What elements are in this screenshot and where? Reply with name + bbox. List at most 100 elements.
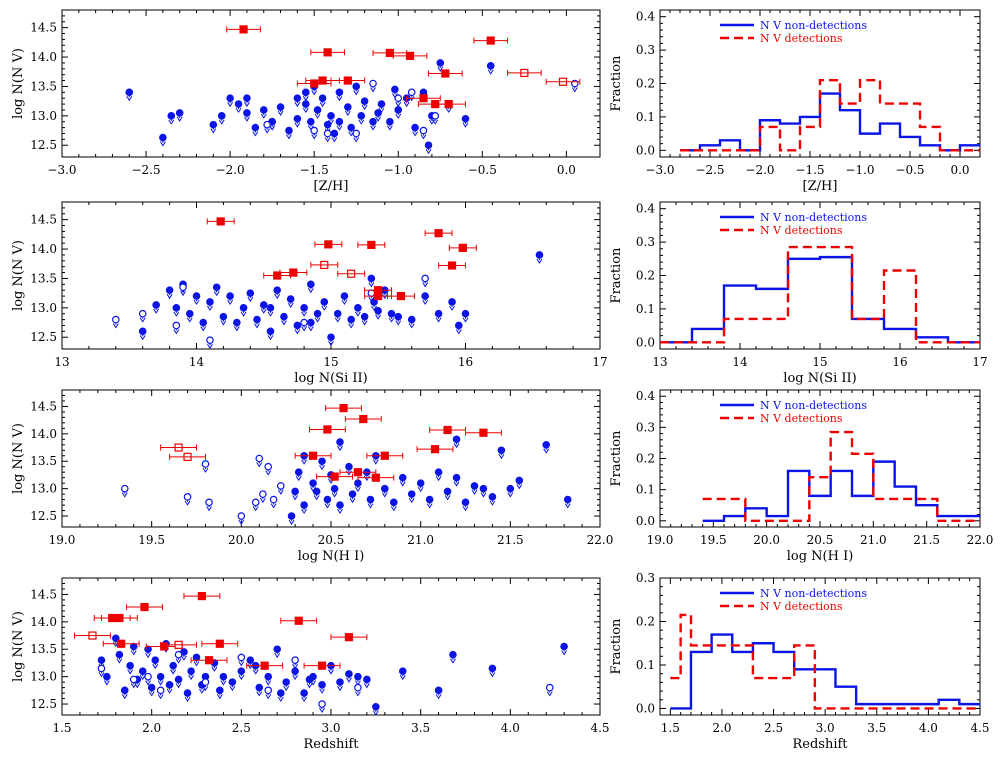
upper-limit-marker-open-arrow-head: [354, 691, 361, 697]
upper-limit-marker-open: [263, 120, 271, 129]
upper-limit-marker-open-arrow-head: [277, 489, 284, 495]
upper-limit-marker-arrow-head: [166, 688, 173, 694]
upper-limit-marker-arrow-head: [337, 685, 343, 692]
x-tick-label: 1.5: [661, 721, 680, 735]
upper-limit-marker-open: [394, 94, 403, 103]
x-tick-label: 15: [323, 355, 338, 369]
upper-limit-marker-arrow-head: [390, 506, 397, 512]
upper-limit-marker: [336, 438, 344, 446]
upper-limit-marker: [226, 94, 234, 103]
upper-limit-marker-arrow-head: [184, 696, 191, 703]
detection-marker: [324, 240, 333, 249]
upper-limit-marker-arrow-head: [244, 116, 250, 122]
upper-limit-marker-arrow-head: [288, 519, 295, 525]
upper-limit-marker-arrow-head: [176, 116, 183, 122]
upper-limit-marker: [335, 88, 344, 97]
y-tick-label: 0.0: [636, 335, 655, 349]
upper-limit-marker: [398, 667, 407, 675]
upper-limit-marker: [125, 88, 134, 97]
upper-limit-marker: [219, 312, 228, 321]
x-tick-label: 17: [972, 355, 987, 369]
upper-limit-marker-arrow-head: [211, 666, 218, 672]
upper-limit-marker: [276, 103, 285, 111]
upper-limit-marker-open: [264, 462, 273, 471]
upper-limit-marker-arrow-head: [265, 680, 272, 686]
upper-limit-marker-arrow-head: [399, 481, 406, 487]
legend-nondetection-label: N V non-detections: [760, 19, 867, 32]
upper-limit-marker-open-arrow-head: [256, 462, 263, 468]
upper-limit-marker: [300, 689, 308, 697]
upper-limit-marker-arrow-head: [127, 669, 134, 675]
upper-limit-marker-open: [237, 512, 246, 520]
upper-limit-marker-arrow-head: [295, 475, 302, 482]
upper-limit-marker: [293, 94, 302, 103]
upper-limit-marker-arrow-head: [462, 317, 469, 323]
upper-limit-marker-open: [310, 126, 318, 135]
detection-marker: [216, 217, 225, 226]
upper-limit-marker-arrow-head: [227, 101, 234, 108]
x-tick-label: 21.0: [860, 533, 887, 547]
upper-limit-marker: [535, 251, 544, 259]
x-tick-label: 19.5: [700, 533, 727, 547]
upper-limit-marker-open-arrow-head: [420, 134, 427, 140]
upper-limit-marker: [354, 304, 362, 312]
upper-limit-marker: [174, 675, 183, 684]
upper-limit-marker-arrow-head: [256, 691, 263, 697]
upper-limit-marker: [276, 689, 285, 697]
detection-marker: [260, 661, 269, 670]
upper-limit-marker-arrow-head: [354, 486, 361, 493]
x-tick-label: 20.0: [228, 533, 255, 547]
upper-limit-marker: [151, 656, 160, 665]
upper-limit-marker-arrow-head: [277, 110, 284, 116]
upper-limit-marker-open-arrow-head: [311, 134, 318, 140]
x-tick-label: 22.0: [587, 533, 614, 547]
upper-limit-marker: [411, 123, 419, 132]
upper-limit-marker-arrow-head: [173, 311, 180, 317]
upper-limit-marker: [226, 292, 234, 300]
upper-limit-marker: [461, 114, 470, 123]
x-tick-label: 16: [458, 355, 473, 369]
upper-limit-marker-open-arrow-head: [324, 137, 331, 143]
detection-marker: [444, 99, 453, 109]
upper-limit-marker-open: [269, 495, 278, 504]
detection-marker: [385, 48, 394, 58]
upper-limit-marker: [282, 678, 290, 686]
upper-limit-marker-arrow-head: [422, 299, 429, 306]
x-tick-label: 4.5: [970, 721, 989, 735]
upper-limit-marker-arrow-head: [207, 305, 213, 311]
upper-limit-marker-arrow-head: [240, 311, 247, 317]
y-tick-label: 0.0: [636, 143, 655, 157]
detection-marker: [359, 414, 368, 424]
upper-limit-marker-arrow-head: [336, 125, 343, 131]
upper-limit-marker: [340, 292, 349, 300]
upper-limit-marker-arrow-head: [449, 305, 455, 311]
x-tick-label: 21.0: [407, 533, 434, 547]
upper-limit-marker-arrow-head: [453, 481, 460, 487]
upper-limit-marker-arrow-head: [193, 661, 200, 667]
upper-limit-marker-arrow-head: [453, 443, 460, 449]
upper-limit-marker-open-arrow-head: [270, 503, 277, 509]
upper-limit-marker: [354, 672, 362, 681]
x-axis-label: Redshift: [792, 737, 848, 752]
detection-marker: [396, 291, 406, 301]
upper-limit-marker-open: [183, 493, 192, 501]
upper-limit-marker: [126, 661, 134, 670]
legend-nondetection-label: N V non-detections: [760, 399, 867, 412]
upper-limit-marker-arrow-head: [274, 652, 281, 659]
upper-limit-marker-arrow-head: [116, 658, 123, 664]
upper-limit-marker: [486, 62, 495, 70]
upper-limit-marker: [206, 298, 214, 306]
detection-marker: [140, 602, 149, 612]
upper-limit-marker-open: [318, 700, 326, 708]
upper-limit-marker-open: [205, 498, 213, 507]
upper-limit-marker-open-arrow-head: [353, 137, 360, 143]
detection-marker: [197, 591, 206, 601]
y-tick-label: 0.4: [636, 202, 655, 216]
upper-limit-marker: [448, 298, 456, 306]
detection-marker: [343, 76, 352, 85]
upper-limit-marker-arrow-head: [328, 669, 334, 675]
upper-limit-marker-arrow-head: [361, 104, 368, 111]
y-tick-label: 0.2: [636, 77, 655, 91]
upper-limit-marker: [305, 675, 314, 684]
upper-limit-marker-arrow-head: [381, 492, 388, 498]
